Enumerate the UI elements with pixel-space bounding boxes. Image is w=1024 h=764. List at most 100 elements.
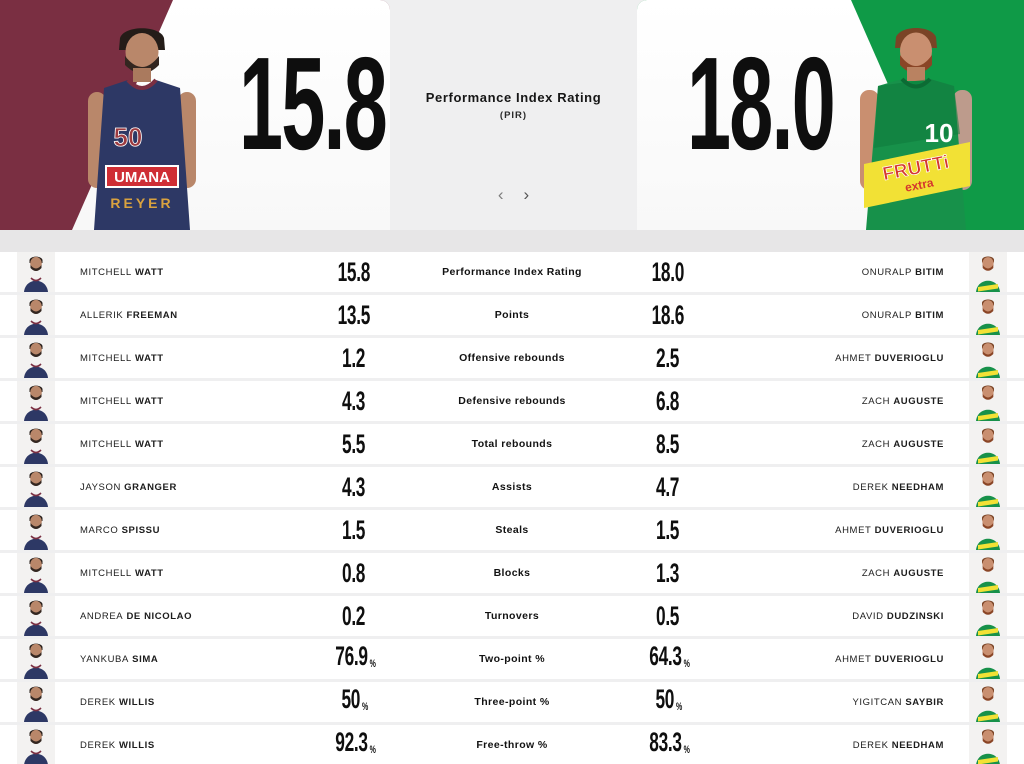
- left-player-avatar[interactable]: [17, 553, 55, 593]
- right-player-name[interactable]: ZACH AUGUSTE: [744, 568, 944, 579]
- right-player-avatar[interactable]: [969, 725, 1007, 764]
- percent-sign: %: [683, 657, 690, 670]
- right-player-name[interactable]: ZACH AUGUSTE: [744, 439, 944, 450]
- left-player-avatar[interactable]: [17, 467, 55, 507]
- left-player-avatar[interactable]: [17, 725, 55, 764]
- right-player-avatar[interactable]: [969, 467, 1007, 507]
- left-player-name[interactable]: DEREK WILLIS: [80, 740, 280, 751]
- left-player-first: MITCHELL: [80, 395, 132, 407]
- left-player-avatar[interactable]: [17, 510, 55, 550]
- right-player-last: BITIM: [915, 266, 944, 278]
- stat-row: DEREK WILLIS 92.3% Free-throw % 83.3% DE…: [0, 725, 1024, 764]
- stat-label: Blocks: [493, 567, 531, 579]
- right-stat-value: 6.8: [656, 385, 680, 416]
- left-player-name[interactable]: MITCHELL WATT: [80, 396, 280, 407]
- right-stat-value: 50%: [594, 685, 744, 719]
- right-player-name[interactable]: ZACH AUGUSTE: [744, 396, 944, 407]
- right-player-avatar[interactable]: [969, 682, 1007, 722]
- right-player-last: DUVERIOGLU: [874, 352, 944, 364]
- left-player-name[interactable]: MITCHELL WATT: [80, 568, 280, 579]
- right-stat-value: 64.3%: [594, 642, 744, 676]
- percent-sign: %: [676, 700, 683, 713]
- left-stat-value: 92.3%: [280, 728, 430, 762]
- right-player-avatar[interactable]: [969, 252, 1007, 292]
- stat-label: Defensive rebounds: [458, 395, 566, 407]
- right-player-name[interactable]: ONURALP BITIM: [744, 310, 944, 321]
- next-stat-button[interactable]: ›: [523, 185, 530, 204]
- right-stat-value: 83.3%: [594, 728, 744, 762]
- left-stat-value: 0.2: [342, 600, 366, 631]
- left-player-avatar[interactable]: [17, 381, 55, 421]
- left-stat-value: 4.3: [342, 385, 366, 416]
- right-player-avatar[interactable]: [969, 553, 1007, 593]
- left-player-name[interactable]: YANKUBA SIMA: [80, 654, 280, 665]
- left-player-name[interactable]: ALLERIK FREEMAN: [80, 310, 280, 321]
- previous-stat-button[interactable]: ‹: [497, 185, 504, 204]
- left-player-avatar[interactable]: [17, 252, 55, 292]
- right-player-avatar[interactable]: [969, 381, 1007, 421]
- left-player-photo: 50 UMANA REYER: [88, 28, 196, 230]
- right-player-avatar[interactable]: [969, 424, 1007, 464]
- right-player-avatar[interactable]: [969, 639, 1007, 679]
- right-player-first: ONURALP: [861, 309, 912, 321]
- right-player-first: ZACH: [861, 395, 891, 407]
- right-stat-value: 4.7: [656, 471, 680, 502]
- right-player-name[interactable]: YIGITCAN SAYBIR: [744, 697, 944, 708]
- right-player-last: BITIM: [915, 309, 944, 321]
- right-stat-value: 18.6: [651, 299, 685, 330]
- right-player-first: YIGITCAN: [852, 696, 903, 708]
- right-player-avatar[interactable]: [969, 295, 1007, 335]
- right-player-name[interactable]: DEREK NEEDHAM: [744, 740, 944, 751]
- right-player-avatar[interactable]: [969, 338, 1007, 378]
- right-player-name[interactable]: AHMET DUVERIOGLU: [744, 353, 944, 364]
- left-player-first: DEREK: [80, 739, 116, 751]
- hero-section: 50 UMANA REYER 15.8 Performance Index Ra…: [0, 0, 1024, 230]
- right-jersey-number: 10: [925, 118, 954, 148]
- left-player-name[interactable]: MARCO SPISSU: [80, 525, 280, 536]
- left-player-avatar[interactable]: [17, 295, 55, 335]
- hero-left-team-card: 50 UMANA REYER 15.8: [0, 0, 390, 230]
- stat-label: Turnovers: [484, 610, 540, 622]
- stat-label: Two-point %: [478, 653, 546, 665]
- stat-label: Points: [494, 309, 530, 321]
- left-player-last: GRANGER: [124, 481, 177, 493]
- right-player-avatar[interactable]: [969, 510, 1007, 550]
- right-player-name[interactable]: DEREK NEEDHAM: [744, 482, 944, 493]
- hero-stat-title: Performance Index Rating: [425, 90, 602, 105]
- left-player-first: MITCHELL: [80, 567, 132, 579]
- left-player-last: WATT: [135, 395, 164, 407]
- right-player-first: DEREK: [852, 481, 889, 493]
- left-player-avatar[interactable]: [17, 596, 55, 636]
- left-hero-value: 15.8: [239, 30, 388, 177]
- left-player-name[interactable]: MITCHELL WATT: [80, 439, 280, 450]
- stat-row: ALLERIK FREEMAN 13.5 Points 18.6 ONURALP…: [0, 295, 1024, 335]
- right-player-avatar[interactable]: [969, 596, 1007, 636]
- left-player-name[interactable]: JAYSON GRANGER: [80, 482, 280, 493]
- right-stat-value: 8.5: [656, 428, 680, 459]
- hero-right-team-card: 10 FRUTTi extra 18.0: [637, 0, 1024, 230]
- right-player-name[interactable]: AHMET DUVERIOGLU: [744, 525, 944, 536]
- left-player-name[interactable]: DEREK WILLIS: [80, 697, 280, 708]
- stat-label: Free-throw %: [476, 739, 548, 751]
- right-player-name[interactable]: AHMET DUVERIOGLU: [744, 654, 944, 665]
- left-player-name[interactable]: MITCHELL WATT: [80, 353, 280, 364]
- left-stat-value: 4.3: [342, 471, 366, 502]
- left-player-avatar[interactable]: [17, 338, 55, 378]
- right-player-last: SAYBIR: [905, 696, 944, 708]
- left-player-name[interactable]: ANDREA DE NICOLAO: [80, 611, 280, 622]
- left-player-avatar[interactable]: [17, 424, 55, 464]
- right-player-name[interactable]: DAVID DUDZINSKI: [744, 611, 944, 622]
- left-stat-value: 1.5: [342, 514, 366, 545]
- left-stat-value: 76.9%: [280, 642, 430, 676]
- left-player-avatar[interactable]: [17, 682, 55, 722]
- left-player-name[interactable]: MITCHELL WATT: [80, 267, 280, 278]
- left-player-last: WILLIS: [118, 739, 155, 751]
- right-player-first: ZACH: [861, 567, 891, 579]
- left-player-avatar[interactable]: [17, 639, 55, 679]
- stat-label: Steals: [495, 524, 529, 536]
- left-player-last: WATT: [135, 352, 164, 364]
- right-player-last: NEEDHAM: [891, 739, 944, 751]
- left-stat-value: 15.8: [337, 256, 371, 287]
- right-player-name[interactable]: ONURALP BITIM: [744, 267, 944, 278]
- left-player-last: WATT: [135, 266, 164, 278]
